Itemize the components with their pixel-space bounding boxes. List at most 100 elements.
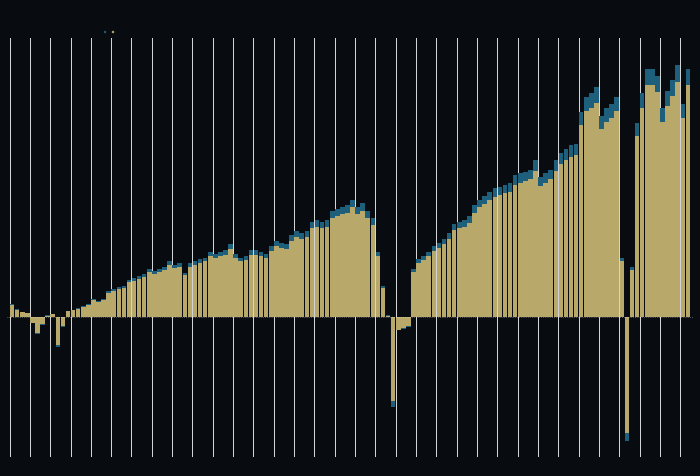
Bar [279, 248, 284, 317]
Bar [178, 263, 182, 267]
Bar [671, 80, 675, 96]
Bar [152, 271, 157, 274]
Bar [518, 173, 522, 183]
Bar [442, 244, 447, 317]
Bar [91, 298, 96, 300]
Bar [213, 254, 218, 258]
Bar [111, 291, 116, 317]
Bar [233, 258, 238, 317]
Bar [116, 289, 121, 317]
Bar [61, 326, 65, 327]
Bar [96, 302, 101, 317]
Bar [203, 258, 207, 261]
Bar [248, 250, 253, 255]
Bar [574, 144, 578, 155]
Bar [96, 300, 101, 302]
Bar [356, 207, 360, 214]
Bar [152, 274, 157, 317]
Bar [264, 254, 268, 258]
Bar [158, 272, 162, 317]
Bar [30, 317, 35, 323]
Bar [533, 160, 538, 171]
Bar [274, 241, 279, 246]
Bar [223, 255, 228, 317]
Bar [330, 211, 335, 218]
Bar [193, 261, 197, 265]
Legend: , : , [104, 30, 113, 32]
Bar [523, 171, 528, 181]
Bar [437, 248, 441, 317]
Bar [172, 268, 177, 317]
Bar [81, 307, 85, 317]
Bar [426, 252, 431, 256]
Bar [477, 208, 482, 317]
Bar [167, 261, 172, 265]
Bar [676, 82, 680, 317]
Bar [228, 249, 233, 317]
Bar [158, 269, 162, 272]
Bar [503, 193, 507, 317]
Bar [127, 282, 131, 317]
Bar [574, 155, 578, 317]
Bar [203, 261, 207, 317]
Bar [360, 211, 365, 317]
Bar [162, 267, 167, 270]
Bar [41, 324, 45, 325]
Bar [269, 251, 274, 317]
Bar [452, 230, 456, 317]
Bar [167, 265, 172, 317]
Bar [315, 227, 319, 317]
Bar [315, 220, 319, 227]
Bar [46, 316, 50, 317]
Bar [253, 250, 258, 255]
Bar [20, 312, 24, 317]
Bar [188, 267, 193, 317]
Bar [538, 177, 543, 187]
Bar [416, 259, 421, 263]
Bar [116, 288, 121, 289]
Bar [106, 291, 111, 293]
Bar [584, 111, 589, 317]
Bar [284, 245, 289, 249]
Bar [264, 258, 268, 317]
Bar [513, 175, 517, 185]
Bar [122, 286, 126, 288]
Bar [259, 252, 263, 256]
Bar [86, 305, 90, 317]
Bar [635, 123, 639, 136]
Bar [218, 256, 223, 317]
Bar [162, 270, 167, 317]
Bar [55, 317, 60, 345]
Bar [457, 228, 461, 317]
Bar [132, 281, 136, 317]
Bar [680, 119, 685, 317]
Bar [188, 263, 193, 267]
Bar [447, 239, 452, 317]
Bar [193, 265, 197, 317]
Bar [671, 96, 675, 317]
Bar [518, 183, 522, 317]
Bar [599, 116, 604, 129]
Bar [604, 122, 609, 317]
Bar [376, 252, 380, 256]
Bar [604, 108, 609, 122]
Bar [584, 97, 589, 111]
Bar [35, 317, 40, 333]
Bar [381, 288, 385, 317]
Bar [482, 204, 487, 317]
Bar [559, 153, 564, 164]
Bar [543, 173, 548, 183]
Bar [411, 272, 416, 317]
Bar [528, 179, 533, 317]
Bar [462, 220, 467, 227]
Bar [432, 246, 436, 251]
Bar [244, 256, 248, 260]
Bar [594, 88, 598, 103]
Bar [579, 125, 584, 317]
Bar [610, 119, 614, 317]
Bar [340, 207, 344, 214]
Bar [579, 112, 584, 125]
Bar [136, 276, 141, 279]
Bar [253, 255, 258, 317]
Bar [467, 217, 472, 223]
